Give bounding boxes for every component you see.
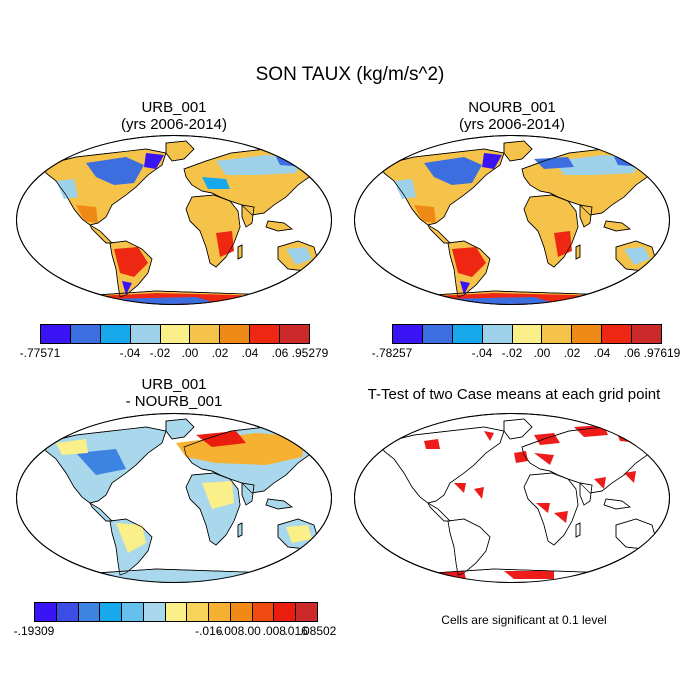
colorbar-1-labels: -.77571 -.04 -.02 .00 .02 .04 .06.95279 <box>20 346 329 362</box>
cb3-swatch <box>56 603 79 621</box>
cb1-swatch <box>130 325 161 343</box>
cb1-swatch <box>100 325 131 343</box>
cb2-swatch <box>393 325 423 343</box>
panel3-title: URB_001 - NOURB_001 <box>16 376 332 410</box>
panel1-map <box>16 135 332 305</box>
colorbar-2: -.78257 -.04 -.02 .00 .02 .04 .06.97619 <box>372 324 681 364</box>
cb1-tick-label: .95279 <box>291 346 329 360</box>
panel2-title-line1: NOURB_001 <box>468 99 556 116</box>
cb3-swatch <box>100 603 123 621</box>
colorbar-3: -.19309 -.016 -.008.00.008.016.08502 <box>14 602 337 642</box>
cb1-tick-label: .02 <box>211 346 229 360</box>
cb1-tick-label: .04 <box>241 346 259 360</box>
colorbar-2-labels: -.78257 -.04 -.02 .00 .02 .04 .06.97619 <box>372 346 681 362</box>
cb2-swatch <box>482 325 513 343</box>
cb1-swatch <box>160 325 191 343</box>
cb1-swatch <box>70 325 101 343</box>
cb1-swatch <box>41 325 71 343</box>
cb3-tick-label: -.008 <box>216 624 245 638</box>
cb2-tick-label: .02 <box>563 346 581 360</box>
panel4-map <box>354 413 670 583</box>
colorbar-3-swatches <box>34 602 318 622</box>
cb3-swatch <box>296 603 317 621</box>
cb3-swatch <box>35 603 57 621</box>
significance-footnote: Cells are significant at 0.1 level <box>441 613 607 627</box>
cb3-swatch <box>274 603 297 621</box>
cb3-swatch <box>230 603 253 621</box>
cb2-tick-label: .97619 <box>643 346 681 360</box>
colorbar-1-swatches <box>40 324 310 344</box>
panel3-title-line1: URB_001 <box>141 376 207 393</box>
cb3-swatch <box>143 603 166 621</box>
panel1-title-line2: (yrs 2006-2014) <box>121 116 227 133</box>
cb2-swatch <box>542 325 573 343</box>
panel3-map <box>16 413 332 583</box>
figure-title: SON TAUX (kg/m/s^2) <box>255 64 445 85</box>
cb2-tick-label: -.02 <box>501 346 523 360</box>
panel3-title-line2: - NOURB_001 <box>125 393 223 410</box>
cb2-swatch <box>602 325 633 343</box>
colorbar-3-labels: -.19309 -.016 -.008.00.008.016.08502 <box>14 624 337 640</box>
cb1-tick-label: -.02 <box>149 346 171 360</box>
cb1-tick-label: -.04 <box>119 346 141 360</box>
cb2-tick-label: .06 <box>623 346 641 360</box>
cb1-swatch <box>220 325 251 343</box>
cb3-tick-label: -.19309 <box>13 624 55 638</box>
cb3-swatch <box>122 603 144 621</box>
cb3-swatch <box>209 603 231 621</box>
cb3-tick-label: .00 <box>244 624 261 638</box>
cb2-swatch <box>512 325 543 343</box>
cb2-swatch <box>572 325 603 343</box>
cb2-tick-label: .00 <box>533 346 551 360</box>
cb1-tick-label: .00 <box>181 346 199 360</box>
panel2-title-line2: (yrs 2006-2014) <box>459 116 565 133</box>
panel2-map <box>354 135 670 305</box>
panel2-title: NOURB_001 (yrs 2006-2014) <box>354 99 670 133</box>
cb3-swatch <box>78 603 101 621</box>
cb2-tick-label: -.04 <box>471 346 493 360</box>
cb1-swatch <box>280 325 310 343</box>
panel1-title: URB_001 (yrs 2006-2014) <box>16 99 332 133</box>
cb2-swatch <box>422 325 453 343</box>
cb3-swatch <box>252 603 275 621</box>
cb2-swatch <box>632 325 662 343</box>
cb3-tick-label: -.016 <box>195 624 223 638</box>
cb3-tick-label: .008 <box>262 624 286 638</box>
cb2-swatch <box>452 325 483 343</box>
cb3-tick-label: .016 <box>284 624 308 638</box>
cb2-tick-label: -.78257 <box>371 346 413 360</box>
panel4-title: T-Test of two Case means at each grid po… <box>367 386 661 403</box>
colorbar-2-swatches <box>392 324 662 344</box>
panel1-title-line1: URB_001 <box>141 99 207 116</box>
cb1-swatch <box>190 325 221 343</box>
cb1-tick-label: .06 <box>271 346 289 360</box>
cb3-tick-label: .08502 <box>299 624 337 638</box>
cb1-tick-label: -.77571 <box>19 346 61 360</box>
cb1-swatch <box>250 325 281 343</box>
cb3-swatch <box>187 603 210 621</box>
colorbar-1: -.77571 -.04 -.02 .00 .02 .04 .06.95279 <box>20 324 329 364</box>
cb3-swatch <box>165 603 188 621</box>
cb2-tick-label: .04 <box>593 346 611 360</box>
